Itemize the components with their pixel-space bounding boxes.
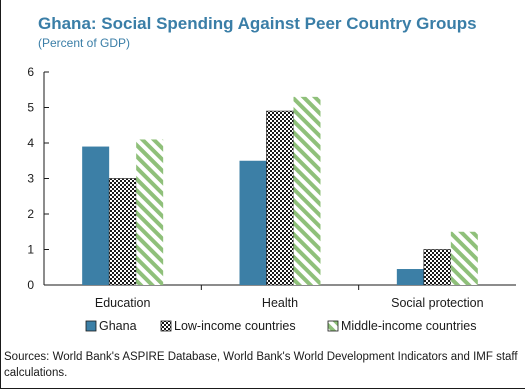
bar-middle-income-countries-education (136, 139, 164, 285)
y-tick-label: 2 (27, 207, 34, 221)
bar-middle-income-countries-health (293, 96, 321, 285)
legend-label: Low-income countries (174, 319, 296, 333)
legend-label: Middle-income countries (341, 319, 476, 333)
legend-swatch (85, 320, 97, 332)
legend-swatch (160, 320, 172, 332)
bar-ghana-education (82, 146, 110, 285)
y-tick-label: 3 (27, 172, 34, 186)
bar-ghana-health (239, 160, 267, 285)
bar-middle-income-countries-social-protection (450, 231, 478, 285)
y-tick-label: 6 (27, 65, 34, 79)
bar-low-income-countries-social-protection (423, 249, 452, 286)
source-note: Sources: World Bank's ASPIRE Database, W… (4, 351, 518, 379)
y-tick-label: 0 (27, 278, 34, 292)
legend-swatch (327, 320, 339, 332)
y-tick-label: 5 (27, 101, 34, 115)
x-category-label: Education (95, 296, 151, 310)
x-category-label: Social protection (391, 296, 483, 310)
y-tick-label: 1 (27, 243, 34, 257)
bar-low-income-countries-education (108, 178, 137, 286)
bars (82, 96, 478, 286)
chart-subtitle: (Percent of GDP) (38, 36, 131, 50)
bar-ghana-social-protection (396, 269, 424, 285)
x-category-label: Health (262, 296, 298, 310)
bar-low-income-countries-health (266, 110, 294, 286)
chart-title: Ghana: Social Spending Against Peer Coun… (38, 14, 477, 33)
y-tick-label: 4 (27, 136, 34, 150)
legend-label: Ghana (99, 319, 137, 333)
legend: Ghana Low-income countries Middle-income c… (85, 319, 476, 333)
